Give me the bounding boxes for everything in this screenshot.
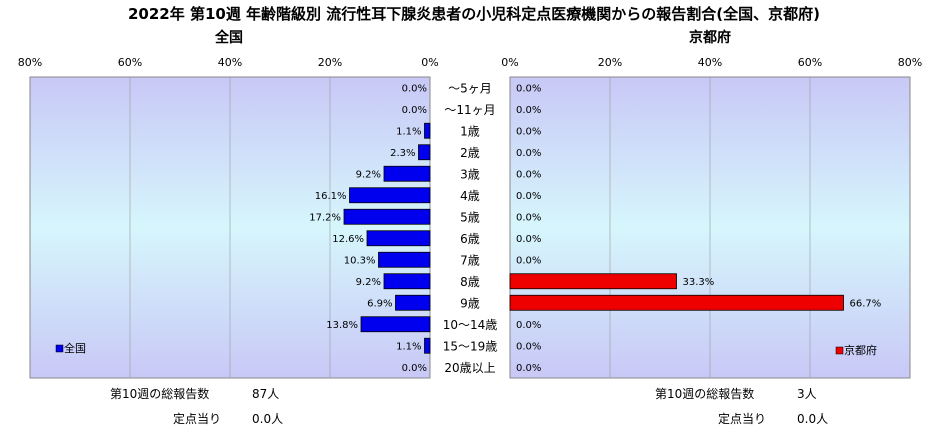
tick-label: 20%	[598, 56, 622, 69]
value-label-national: 9.2%	[356, 169, 381, 180]
national-total-value: 87人	[252, 387, 279, 401]
bar-national	[383, 273, 431, 290]
value-label-national: 10.3%	[344, 255, 376, 266]
category-label: 15～19歳	[443, 339, 498, 353]
bars	[343, 122, 844, 354]
category-label: 6歳	[460, 232, 480, 246]
value-label-kyoto: 0.0%	[516, 169, 541, 180]
value-label-national: 0.0%	[402, 363, 427, 374]
bar-national	[378, 251, 431, 268]
value-label-national: 6.9%	[367, 298, 392, 309]
legend-swatch-national	[55, 344, 64, 353]
value-label-national: 0.0%	[402, 105, 427, 116]
tick-label: 60%	[118, 56, 142, 69]
bar-national	[424, 337, 431, 354]
gridlines	[129, 77, 811, 378]
value-label-national: 0.0%	[402, 83, 427, 94]
bar-national	[418, 144, 431, 161]
kyoto-total-label: 第10週の総報告数	[655, 386, 754, 401]
tick-label: 0%	[421, 56, 438, 69]
tick-label: 80%	[898, 56, 922, 69]
value-label-kyoto: 0.0%	[516, 126, 541, 137]
bar-national	[360, 316, 431, 333]
category-label: 2歳	[460, 146, 480, 160]
category-label: 10～14歳	[443, 318, 498, 332]
value-label-kyoto: 0.0%	[516, 341, 541, 352]
panel-title-national: 全国	[214, 29, 243, 46]
category-label: 1歳	[460, 124, 480, 138]
tick-label: 0%	[501, 56, 518, 69]
value-label-national: 9.2%	[356, 277, 381, 288]
legend-kyoto: 京都府	[835, 343, 877, 357]
value-label-national: 12.6%	[332, 234, 364, 245]
bar-national	[343, 208, 431, 225]
kyoto-per-label: 定点当り	[718, 411, 766, 426]
value-label-national: 13.8%	[326, 320, 358, 331]
category-label: 4歳	[460, 189, 480, 203]
tick-label: 40%	[218, 56, 242, 69]
value-label-kyoto: 0.0%	[516, 234, 541, 245]
bar-national	[395, 294, 431, 311]
category-label: ～11ヶ月	[444, 103, 495, 117]
bar-national	[349, 187, 431, 204]
chart-title: 2022年 第10週 年齢階級別 流行性耳下腺炎患者の小児科定点医療機関からの報…	[128, 5, 820, 23]
category-label: 8歳	[460, 275, 480, 289]
kyoto-total-value: 3人	[797, 387, 817, 401]
bar-national	[424, 122, 431, 139]
national-total-label: 第10週の総報告数	[110, 386, 209, 401]
tick-label: 20%	[318, 56, 342, 69]
value-label-national: 1.1%	[396, 341, 421, 352]
value-label-kyoto: 0.0%	[516, 363, 541, 374]
tick-label: 60%	[798, 56, 822, 69]
bar-kyoto	[509, 273, 677, 290]
bar-national	[383, 165, 431, 182]
value-label-kyoto: 0.0%	[516, 191, 541, 202]
category-label: 20歳以上	[444, 361, 495, 375]
value-label-kyoto: 0.0%	[516, 83, 541, 94]
category-label: 5歳	[460, 210, 480, 224]
value-label-kyoto: 0.0%	[516, 105, 541, 116]
value-label-national: 16.1%	[315, 191, 347, 202]
value-label-kyoto: 33.3%	[683, 277, 715, 288]
value-label-national: 2.3%	[390, 148, 415, 159]
category-label: ～5ヶ月	[448, 81, 492, 95]
legend-national: 全国	[55, 341, 86, 355]
national-per-label: 定点当り	[173, 411, 221, 426]
value-label-national: 17.2%	[309, 212, 341, 223]
value-label-kyoto: 0.0%	[516, 320, 541, 331]
axis-ticks: 80% 60% 40% 20% 0% 0% 20% 40% 60% 80%	[18, 56, 922, 69]
value-label-kyoto: 0.0%	[516, 255, 541, 266]
category-label: 9歳	[460, 296, 480, 310]
legend-label-kyoto: 京都府	[844, 343, 877, 357]
tick-label: 80%	[18, 56, 42, 69]
category-label: 3歳	[460, 167, 480, 181]
value-label-kyoto: 66.7%	[850, 298, 882, 309]
bar-national	[366, 230, 431, 247]
national-per-value: 0.0人	[252, 412, 283, 426]
value-label-national: 1.1%	[396, 126, 421, 137]
kyoto-per-value: 0.0人	[797, 412, 828, 426]
value-label-kyoto: 0.0%	[516, 212, 541, 223]
value-labels: 0.0% 0.0% 1.1% 2.3% 9.2% 16.1% 17.2% 12.6% 10.3%…	[309, 83, 881, 374]
tick-label: 40%	[698, 56, 722, 69]
panel-title-kyoto: 京都府	[689, 29, 731, 46]
legend-swatch-kyoto	[835, 346, 844, 355]
legend-label-national: 全国	[64, 341, 86, 355]
bar-kyoto	[509, 294, 844, 311]
category-labels: ～5ヶ月 ～11ヶ月 1歳 2歳 3歳 4歳 5歳 6歳 7歳 8歳 9歳 10～14歳 15～19歳 2…	[443, 81, 498, 375]
category-label: 7歳	[460, 253, 480, 267]
value-label-kyoto: 0.0%	[516, 148, 541, 159]
